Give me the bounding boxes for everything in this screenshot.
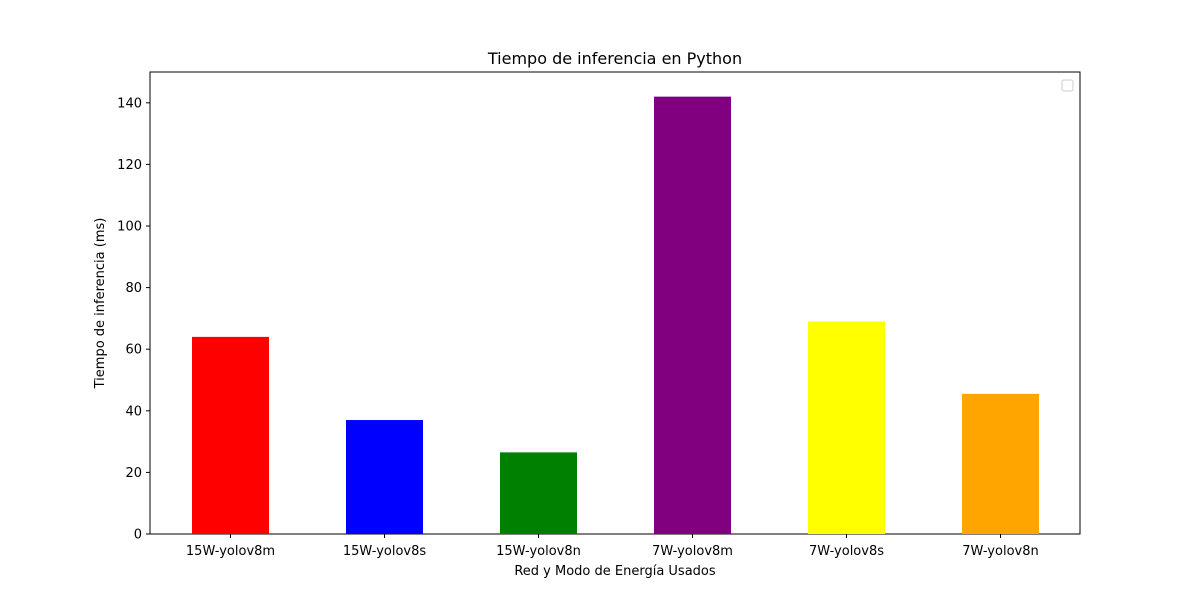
bars-group (192, 96, 1039, 534)
y-axis-ticks: 0 20 40 60 80 100 120 140 (117, 96, 150, 543)
chart-title: Tiempo de inferencia en Python (487, 49, 742, 68)
bar-15w-yolov8m (192, 336, 269, 534)
bar-7w-yolov8n (962, 393, 1039, 534)
bar-7w-yolov8m (654, 96, 731, 534)
y-tick-label: 80 (125, 281, 142, 296)
x-tick-label: 15W-yolov8m (186, 544, 275, 559)
bar-15w-yolov8n (500, 452, 577, 534)
y-tick-label: 60 (125, 343, 142, 358)
bar-15w-yolov8s (346, 420, 423, 534)
x-tick-label: 7W-yolov8m (652, 544, 733, 559)
legend (1061, 79, 1074, 92)
y-tick-label: 120 (117, 158, 142, 173)
x-tick-label: 7W-yolov8s (809, 544, 884, 559)
y-axis-label: Tiempo de inferencia (ms) (93, 218, 108, 390)
bar-7w-yolov8s (808, 321, 885, 534)
y-tick-label: 0 (134, 528, 142, 543)
y-tick-label: 100 (117, 220, 142, 235)
y-tick-label: 140 (117, 96, 142, 111)
y-tick-label: 40 (125, 404, 142, 419)
y-tick-label: 20 (125, 466, 142, 481)
plot-area (149, 71, 1081, 535)
x-tick-label: 15W-yolov8n (496, 544, 581, 559)
x-axis-label: Red y Modo de Energía Usados (514, 564, 716, 579)
x-tick-label: 15W-yolov8s (343, 544, 427, 559)
x-axis-ticks: 15W-yolov8m 15W-yolov8s 15W-yolov8n 7W-yolo… (186, 534, 1039, 559)
x-tick-label: 7W-yolov8n (962, 544, 1038, 559)
